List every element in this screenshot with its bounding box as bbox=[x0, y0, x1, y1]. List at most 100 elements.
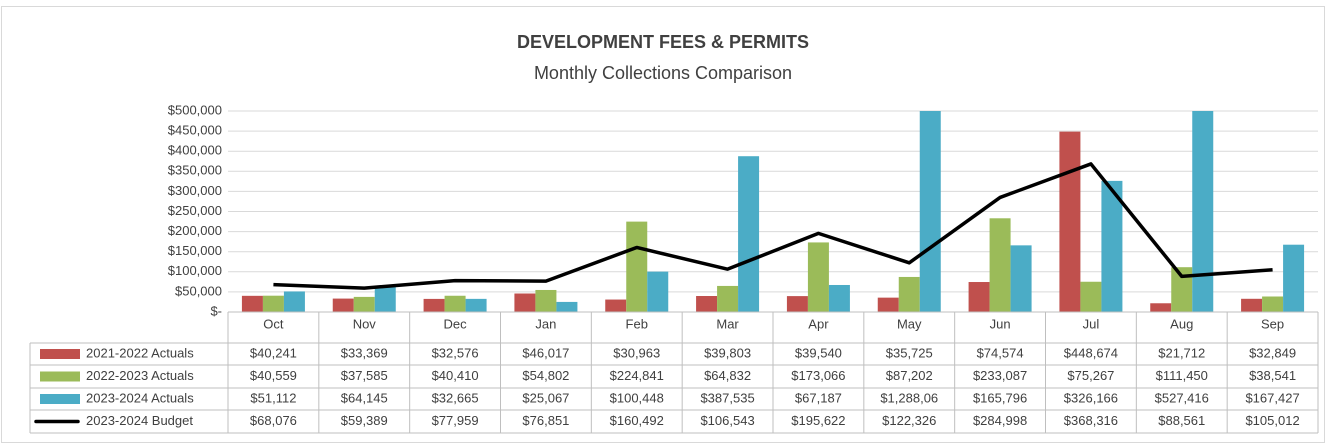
bar bbox=[535, 289, 557, 312]
bar bbox=[877, 297, 899, 312]
x-tick-label: Oct bbox=[263, 316, 284, 331]
y-tick-label: $200,000 bbox=[168, 223, 222, 238]
x-tick-label: Mar bbox=[716, 316, 739, 331]
table-value: $33,369 bbox=[341, 345, 388, 360]
table-value: $448,674 bbox=[1064, 345, 1118, 360]
table-value: $32,665 bbox=[432, 390, 479, 405]
bar bbox=[647, 271, 669, 312]
table-value: $46,017 bbox=[522, 345, 569, 360]
table-value: $30,963 bbox=[613, 345, 660, 360]
y-tick-label: $300,000 bbox=[168, 183, 222, 198]
x-tick-label: Apr bbox=[808, 316, 829, 331]
legend-label: 2021-2022 Actuals bbox=[86, 345, 194, 360]
table-value: $195,622 bbox=[791, 413, 845, 428]
legend-key bbox=[40, 394, 80, 404]
legend-label: 2022-2023 Actuals bbox=[86, 368, 194, 383]
table-value: $25,067 bbox=[522, 390, 569, 405]
x-tick-label: Aug bbox=[1170, 316, 1193, 331]
bar bbox=[786, 296, 808, 312]
line bbox=[273, 162, 1273, 290]
table-value: $527,416 bbox=[1155, 390, 1209, 405]
bar bbox=[1150, 303, 1172, 312]
table-value: $64,832 bbox=[704, 368, 751, 383]
table-value: $35,725 bbox=[886, 345, 933, 360]
bar bbox=[626, 221, 648, 312]
table-value: $76,851 bbox=[522, 413, 569, 428]
table-value: $167,427 bbox=[1245, 390, 1299, 405]
bar bbox=[1283, 244, 1305, 312]
table-value: $40,559 bbox=[250, 368, 297, 383]
table-value: $54,802 bbox=[522, 368, 569, 383]
y-tick-label: $450,000 bbox=[168, 123, 222, 138]
table-value: $51,112 bbox=[250, 390, 296, 405]
x-tick-label: Nov bbox=[353, 316, 377, 331]
table-value: $173,066 bbox=[791, 368, 845, 383]
legend-label: 2023-2024 Actuals bbox=[86, 390, 194, 405]
legend-key bbox=[40, 371, 80, 382]
bar bbox=[1241, 298, 1263, 312]
bar bbox=[332, 298, 354, 312]
table-value: $88,561 bbox=[1158, 413, 1205, 428]
bar bbox=[738, 156, 760, 312]
chart-title: DEVELOPMENT FEES & PERMITS bbox=[517, 32, 809, 52]
y-tick-label: $150,000 bbox=[168, 243, 222, 258]
y-tick-label: $- bbox=[210, 303, 222, 318]
table-value: $74,574 bbox=[977, 345, 1024, 360]
table-value: $32,849 bbox=[1249, 345, 1296, 360]
x-tick-label: Jan bbox=[535, 316, 556, 331]
bar bbox=[968, 282, 990, 312]
table-value: $38,541 bbox=[1249, 368, 1296, 383]
bar bbox=[444, 295, 466, 312]
table-value: $39,803 bbox=[704, 345, 751, 360]
bar bbox=[898, 276, 920, 312]
y-tick-label: $400,000 bbox=[168, 143, 222, 158]
table-value: $368,316 bbox=[1064, 413, 1118, 428]
table-value: $67,187 bbox=[795, 390, 842, 405]
bar bbox=[1192, 111, 1214, 312]
bar bbox=[353, 296, 375, 312]
table-value: $40,410 bbox=[432, 368, 479, 383]
x-tick-label: May bbox=[897, 316, 922, 331]
table-value: $122,326 bbox=[882, 413, 936, 428]
bar bbox=[1059, 131, 1081, 312]
table-value: $1,288,06 bbox=[880, 390, 938, 405]
table-value: $77,959 bbox=[432, 413, 479, 428]
table-value: $37,585 bbox=[341, 368, 388, 383]
chart-subtitle: Monthly Collections Comparison bbox=[534, 63, 792, 83]
table-value: $326,166 bbox=[1064, 390, 1118, 405]
bar bbox=[1080, 281, 1102, 312]
table-value: $160,492 bbox=[610, 413, 664, 428]
y-tick-label: $50,000 bbox=[175, 283, 222, 298]
table-value: $106,543 bbox=[700, 413, 754, 428]
table-value: $21,712 bbox=[1158, 345, 1205, 360]
bar bbox=[696, 295, 718, 312]
bar bbox=[807, 242, 829, 312]
legend-key bbox=[40, 349, 80, 359]
y-tick-label: $500,000 bbox=[168, 102, 222, 117]
legend-label: 2023-2024 Budget bbox=[86, 413, 193, 428]
table-value: $111,450 bbox=[1156, 368, 1208, 383]
table-value: $87,202 bbox=[886, 368, 933, 383]
x-tick-label: Sep bbox=[1261, 316, 1284, 331]
table-value: $233,087 bbox=[973, 368, 1027, 383]
bar bbox=[1010, 245, 1032, 312]
y-tick-label: $350,000 bbox=[168, 163, 222, 178]
x-tick-label: Jul bbox=[1083, 316, 1100, 331]
bar bbox=[1262, 296, 1284, 312]
x-tick-label: Feb bbox=[626, 316, 648, 331]
x-tick-label: Dec bbox=[444, 316, 468, 331]
table-value: $387,535 bbox=[700, 390, 754, 405]
table-value: $59,389 bbox=[341, 413, 388, 428]
bar bbox=[262, 295, 284, 312]
bar bbox=[717, 285, 739, 312]
bar bbox=[1101, 180, 1123, 312]
bar bbox=[514, 293, 536, 312]
table-value: $105,012 bbox=[1245, 413, 1299, 428]
x-tick-label: Jun bbox=[990, 316, 1011, 331]
bar bbox=[989, 218, 1011, 312]
bar bbox=[605, 299, 627, 312]
bar bbox=[919, 111, 941, 312]
bar bbox=[1171, 267, 1193, 312]
bar bbox=[283, 291, 305, 312]
bar bbox=[465, 298, 487, 312]
